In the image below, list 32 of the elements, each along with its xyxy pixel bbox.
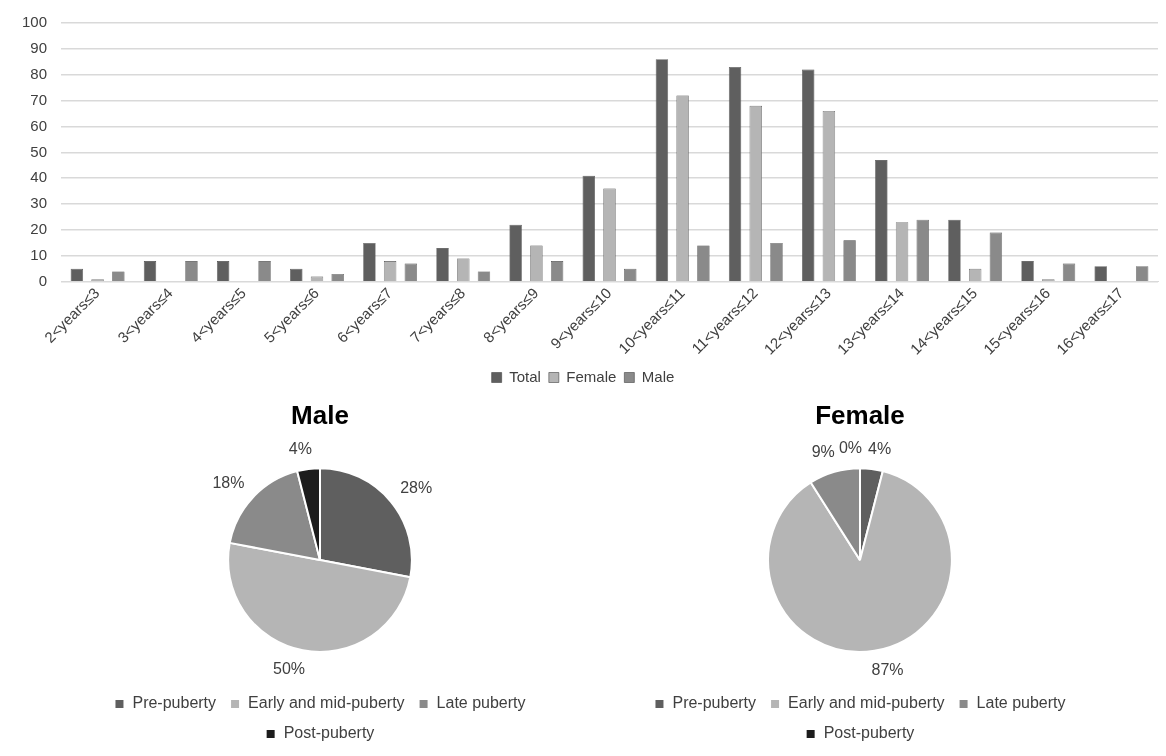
y-tick-label: 20 — [30, 220, 48, 238]
legend-label: Pre-puberty — [132, 694, 217, 712]
y-tick-label: 100 — [22, 13, 48, 31]
legend-label: Early and mid-puberty — [248, 694, 405, 712]
text: 0% — [838, 438, 862, 456]
legend-label: Late puberty — [436, 694, 526, 712]
data-label: 4% — [868, 439, 892, 457]
y-tick-label: 60 — [30, 116, 48, 134]
y-tick-label: 40 — [30, 168, 48, 186]
y-tick-label: 90 — [30, 39, 48, 57]
y-tick-label: 30 — [30, 194, 48, 212]
y-tick-label: 70 — [30, 90, 48, 108]
data-label: 87% — [871, 661, 904, 679]
legend-label: Late puberty — [976, 694, 1066, 712]
legend-label: Post-puberty — [823, 724, 915, 742]
data-label: 50% — [273, 660, 306, 678]
data-label: 28% — [400, 479, 433, 497]
legend-label: Post-puberty — [283, 724, 375, 742]
y-tick-label: 0 — [38, 271, 48, 289]
data-label: 18% — [212, 473, 245, 491]
chart-title: Female — [815, 399, 905, 430]
chart-title: Male — [291, 399, 349, 430]
legend-label: Pre-puberty — [672, 694, 757, 712]
y-tick-label: 80 — [30, 64, 48, 82]
y-tick-label: 50 — [30, 142, 48, 160]
legend-label: Female — [566, 367, 617, 385]
legend-label: Male — [641, 367, 675, 385]
data-label: 4% — [288, 439, 312, 457]
legend-label: Early and mid-puberty — [788, 694, 945, 712]
y-tick-label: 10 — [30, 245, 48, 263]
data-label: 9% — [811, 443, 835, 461]
legend-label: Total — [509, 367, 541, 385]
